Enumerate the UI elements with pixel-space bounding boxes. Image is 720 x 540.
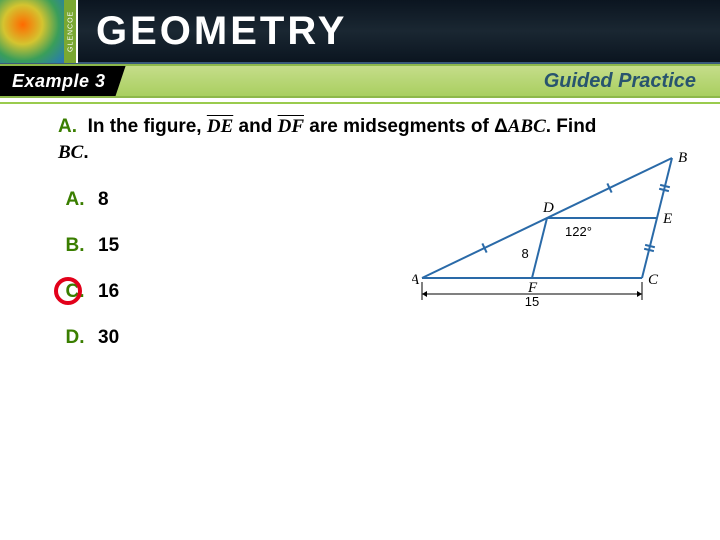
choice-d-value: 30: [98, 327, 119, 349]
svg-text:B: B: [678, 150, 687, 166]
find-prefix: . Find: [546, 116, 597, 137]
subject-title: GEOMETRY: [96, 9, 347, 54]
publisher-tab: GLENCOE: [64, 0, 78, 63]
question-part2: are midsegments of: [309, 116, 489, 137]
choice-c-value: 16: [98, 281, 119, 303]
textbook-header: GLENCOE GEOMETRY: [0, 0, 720, 64]
question-lead: A.: [58, 116, 77, 137]
triangle-name: ABC: [508, 116, 546, 137]
triangle-figure: ABCDEF122°815: [412, 148, 692, 318]
subheader-bar: Example 3 Guided Practice: [0, 64, 720, 98]
choice-a-letter: A.: [58, 189, 92, 211]
triangle-prefix: Δ: [494, 116, 508, 137]
choice-d[interactable]: D. 30: [58, 327, 680, 349]
question-mid: and: [239, 116, 273, 137]
guided-practice-label: Guided Practice: [544, 66, 696, 96]
segment-DE: DE: [207, 116, 233, 137]
question-part1: In the figure,: [88, 116, 202, 137]
choice-b-value: 15: [98, 235, 119, 257]
figure-svg: ABCDEF122°815: [412, 148, 692, 318]
choice-a-value: 8: [98, 189, 109, 211]
example-label: Example 3: [0, 66, 126, 96]
svg-text:C: C: [648, 272, 659, 288]
svg-text:A: A: [412, 272, 420, 288]
choice-d-letter: D.: [58, 327, 92, 349]
segment-DF: DF: [278, 116, 304, 137]
svg-text:E: E: [662, 211, 672, 227]
find-target: BC: [58, 142, 83, 163]
question-tail: .: [83, 142, 88, 163]
svg-text:122°: 122°: [565, 224, 592, 239]
choice-b-letter: B.: [58, 235, 92, 257]
svg-text:15: 15: [525, 294, 539, 309]
header-art: GLENCOE: [0, 0, 78, 63]
svg-text:8: 8: [522, 246, 529, 261]
svg-text:D: D: [542, 200, 554, 216]
choice-c-letter: C.: [58, 281, 92, 303]
